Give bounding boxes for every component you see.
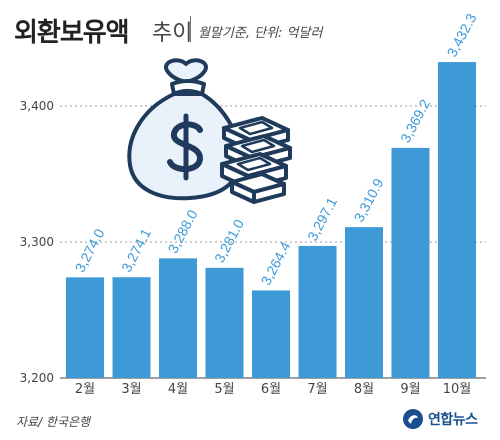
bar	[112, 277, 151, 378]
x-tick-label: 7월	[307, 382, 327, 397]
y-tick-label: 3,300	[20, 235, 54, 249]
bar	[345, 227, 383, 378]
x-tick-label: 6월	[261, 382, 281, 397]
bar	[66, 277, 104, 378]
source-note: 자료/ 한국은행	[16, 415, 91, 429]
bar-value-label: 3,432.3	[444, 11, 480, 60]
x-tick-label: 4월	[168, 382, 188, 397]
x-axis-labels: 2월 3월 4월 5월 6월 7월 8월 9월 10월	[75, 382, 471, 397]
y-axis-labels: 3,200 3,300 3,400	[20, 99, 54, 385]
yonhap-logo-text: 연합뉴스	[428, 412, 478, 428]
title-separator	[190, 16, 191, 42]
bar	[159, 258, 197, 378]
yonhap-logo: 연합뉴스	[402, 406, 478, 432]
bar-value-label: 3,264.4	[258, 239, 294, 288]
bar-value-label: 3,281.0	[211, 216, 247, 265]
x-tick-label: 10월	[443, 382, 472, 397]
yonhap-logo-icon	[403, 409, 423, 429]
bar	[298, 245, 337, 378]
bar-value-label: 3,369.2	[397, 96, 433, 145]
bar-value-label: 3,297.1	[304, 194, 340, 243]
bar-value-label: 3,274.1	[118, 226, 154, 275]
bar	[252, 290, 290, 378]
bar	[391, 147, 430, 378]
bar-value-label: 3,310.9	[351, 176, 387, 225]
bar-value-label: 3,288.0	[165, 207, 201, 256]
bar	[438, 62, 476, 379]
y-tick-label: 3,400	[20, 99, 54, 113]
y-tick-label: 3,200	[20, 371, 54, 385]
bars	[66, 62, 476, 379]
chart-title-suffix: 추이	[152, 21, 193, 46]
bar	[205, 267, 244, 378]
x-tick-label: 2월	[75, 382, 95, 397]
bar-value-label: 3,274.0	[72, 226, 108, 275]
x-tick-label: 5월	[214, 382, 234, 397]
x-tick-label: 9월	[400, 382, 420, 397]
x-tick-label: 8월	[354, 382, 374, 397]
chart-title: 외환보유액	[14, 18, 130, 48]
chart-subtitle: 월말기준, 단위: 억달러	[198, 26, 323, 41]
money-bag-and-cash-icon	[127, 58, 292, 204]
x-tick-label: 3월	[121, 382, 141, 397]
